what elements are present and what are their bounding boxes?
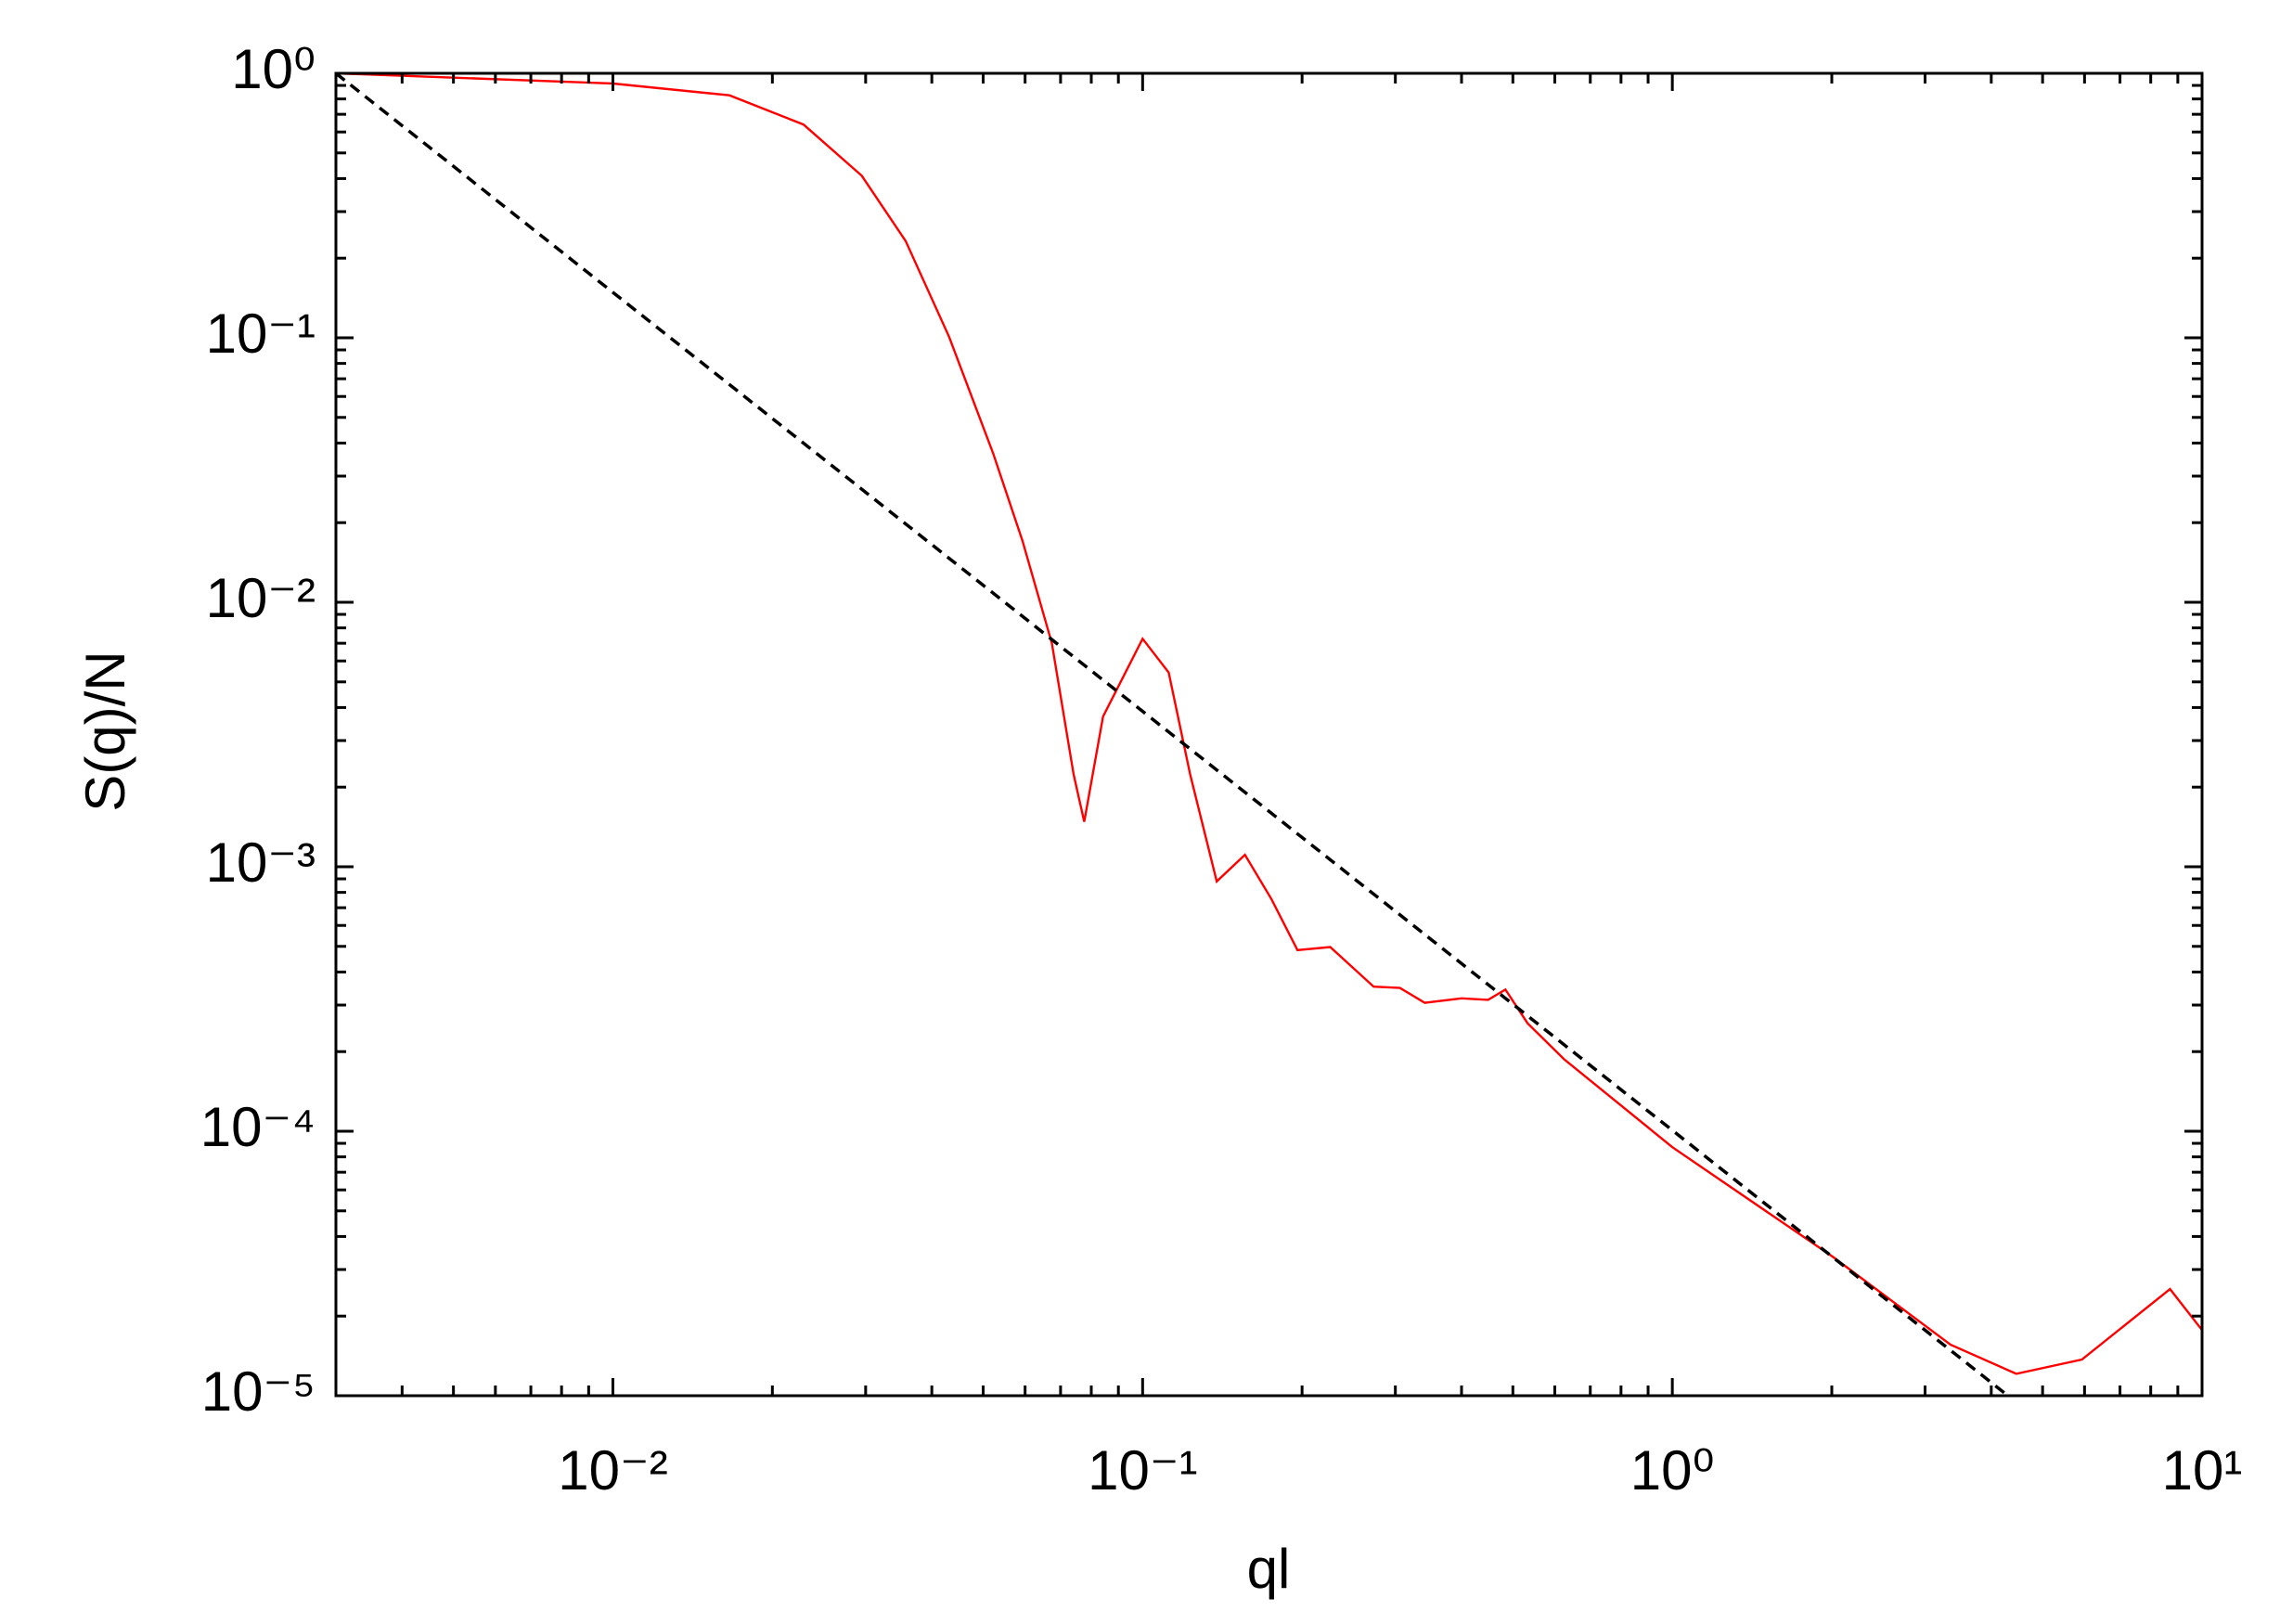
x-tick-label: 10⁻² xyxy=(558,1439,667,1502)
y-tick-label: 10⁻¹ xyxy=(206,303,316,365)
plot-frame xyxy=(334,71,2204,1398)
y-tick-label: 10⁻³ xyxy=(206,831,316,894)
x-tick-label: 10⁻¹ xyxy=(1088,1439,1197,1502)
x-tick-label: 10¹ xyxy=(2162,1439,2243,1502)
x-tick-label: 10⁰ xyxy=(1630,1439,1715,1502)
y-axis-label: S(q)/N xyxy=(74,651,136,811)
x-axis-label: ql xyxy=(1247,1538,1291,1600)
y-tick-label: 10⁻⁵ xyxy=(201,1360,316,1423)
y-tick-label: 10⁻² xyxy=(206,567,316,629)
series-line xyxy=(336,73,2009,1396)
y-tick-label: 10⁰ xyxy=(231,38,316,100)
y-tick-label: 10⁻⁴ xyxy=(200,1096,316,1158)
series-line xyxy=(336,73,2202,1375)
